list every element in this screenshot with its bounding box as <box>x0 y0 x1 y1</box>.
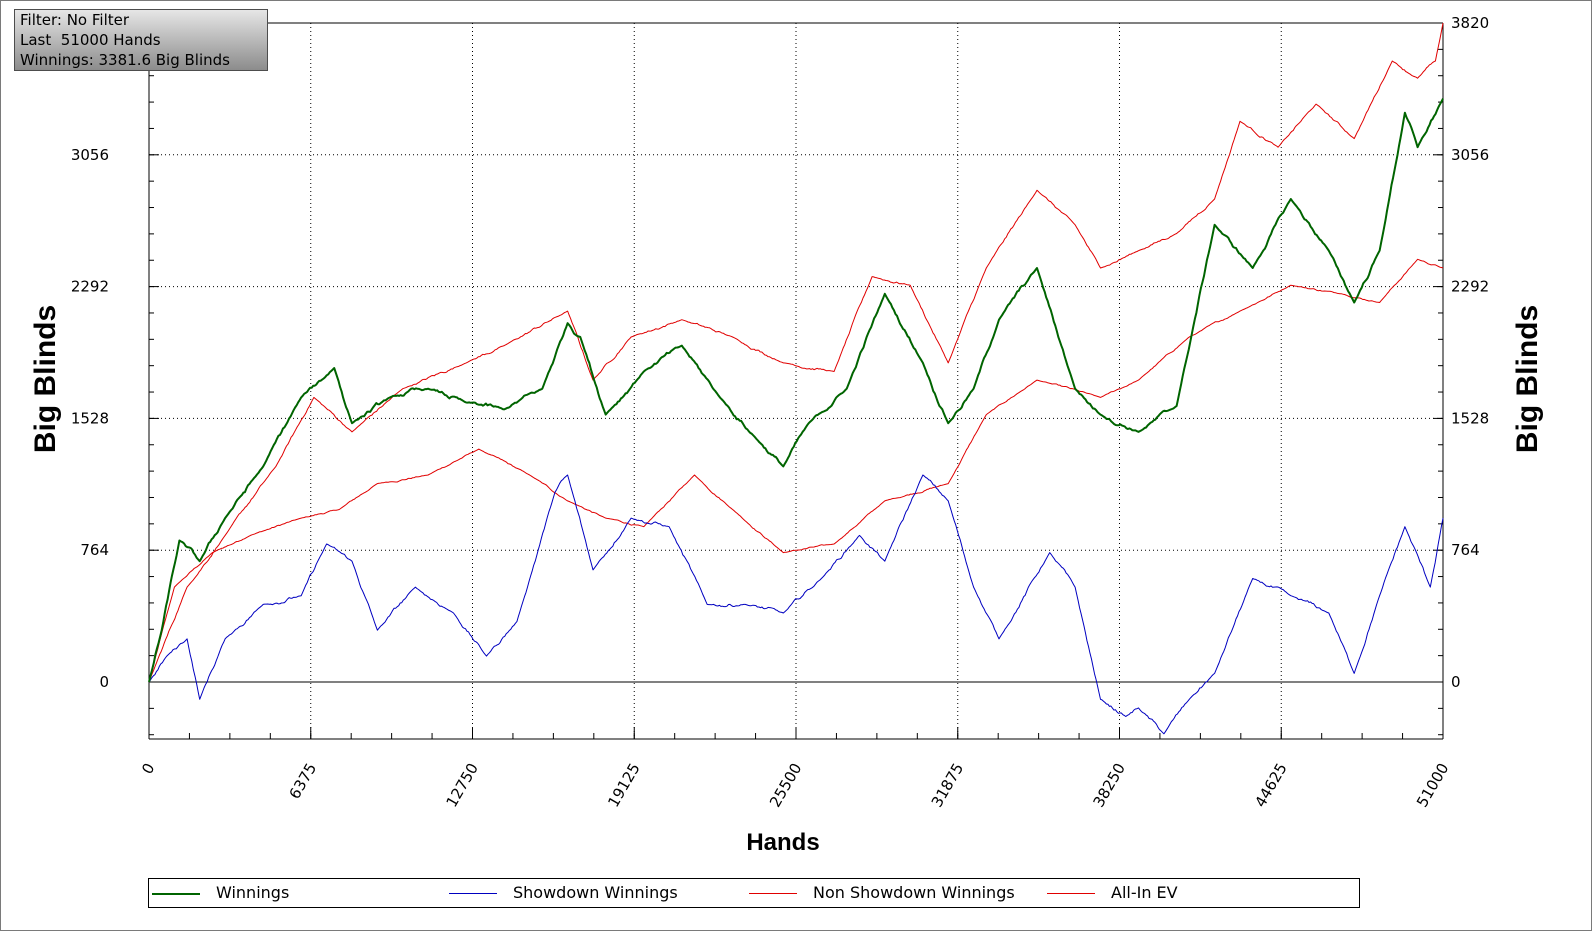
x-tick-label: 12750 <box>443 760 482 810</box>
y-tick-label-left: 2292 <box>71 278 109 296</box>
series-showdown-winnings <box>148 474 1444 735</box>
x-tick-label: 38250 <box>1090 760 1129 810</box>
grid-lines <box>149 23 1443 739</box>
x-tick-labels: 0 6375 12750 19125 25500 31875 38250 44625 51000 <box>138 760 1452 810</box>
y-tick-label-right: 764 <box>1451 541 1480 559</box>
legend-swatch-winnings <box>152 892 200 895</box>
x-tick-label: 6375 <box>286 760 321 802</box>
y-tick-label-right: 2292 <box>1451 278 1489 296</box>
y-tick-label-right: 3056 <box>1451 146 1489 164</box>
y-tick-labels-right: 0 764 1528 2292 3056 3820 <box>1451 14 1489 691</box>
series-non-showdown-winnings <box>148 258 1444 683</box>
legend-swatch-showdown <box>449 893 497 894</box>
x-tick-label: 19125 <box>604 760 643 810</box>
y-tick-label-left: 764 <box>80 541 109 559</box>
series-winnings <box>148 98 1444 683</box>
legend: Winnings Showdown Winnings Non Showdown … <box>148 878 1360 908</box>
filter-info-box: Filter: No Filter Last 51000 Hands Winni… <box>14 9 268 71</box>
legend-label-all-in-ev: All-In EV <box>1111 883 1178 902</box>
x-tick-label: 25500 <box>766 760 805 810</box>
legend-swatch-non-showdown <box>749 893 797 894</box>
x-tick-label: 0 <box>138 760 158 777</box>
filter-label: Filter: No Filter <box>20 11 130 29</box>
y-tick-label-left: 0 <box>99 673 109 691</box>
legend-item-all-in-ev: All-In EV <box>1047 879 1178 907</box>
legend-label-showdown: Showdown Winnings <box>513 883 678 902</box>
legend-label-winnings: Winnings <box>216 883 290 902</box>
y-tick-label-right: 0 <box>1451 673 1461 691</box>
legend-item-non-showdown: Non Showdown Winnings <box>749 879 1015 907</box>
x-tick-label: 44625 <box>1251 760 1290 810</box>
y-tick-label-left: 3056 <box>71 146 109 164</box>
series-layer <box>148 22 1444 735</box>
x-axis-title: Hands <box>746 829 819 856</box>
series-all-in-ev <box>148 22 1444 683</box>
x-tick-label: 31875 <box>928 760 967 810</box>
legend-label-non-showdown: Non Showdown Winnings <box>813 883 1015 902</box>
y-tick-label-right: 1528 <box>1451 409 1489 427</box>
axes <box>148 22 1444 740</box>
legend-item-winnings: Winnings <box>152 879 289 907</box>
y-axis-title-left: Big Blinds <box>29 305 62 453</box>
y-tick-label-right: 3820 <box>1451 14 1489 32</box>
y-tick-label-left: 1528 <box>71 409 109 427</box>
y-axis-title-right: Big Blinds <box>1511 305 1544 453</box>
legend-swatch-all-in-ev <box>1047 893 1095 894</box>
x-tick-label: 51000 <box>1413 760 1452 810</box>
hands-label: Last 51000 Hands <box>20 31 161 49</box>
winnings-label: Winnings: 3381.6 Big Blinds <box>20 51 230 69</box>
legend-item-showdown: Showdown Winnings <box>449 879 678 907</box>
